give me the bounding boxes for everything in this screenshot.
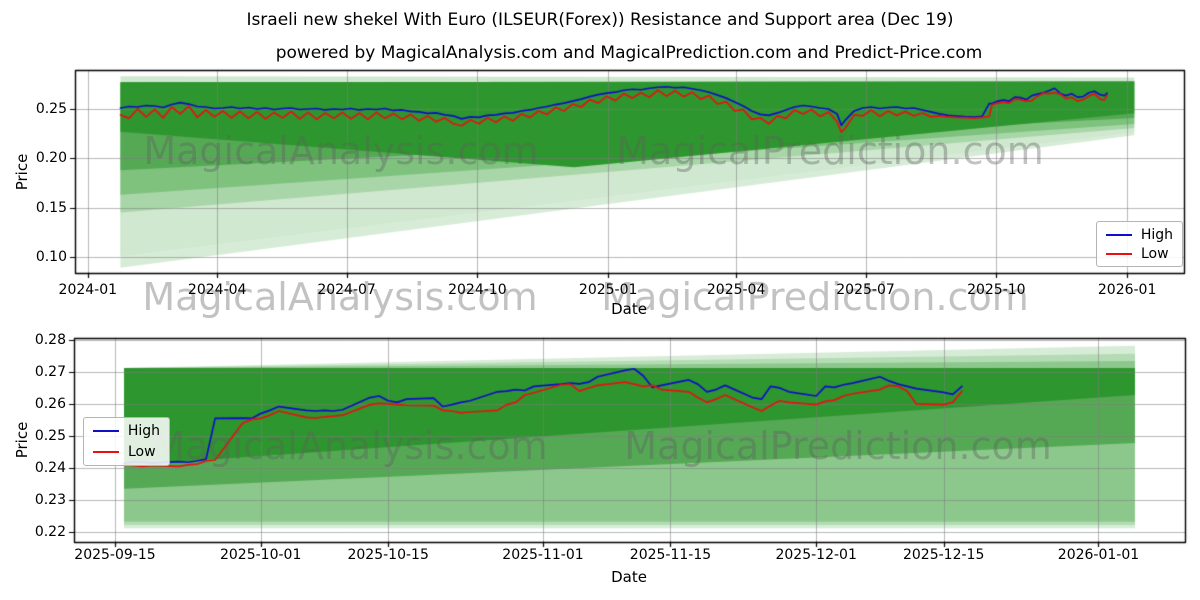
chart-subtitle: powered by MagicalAnalysis.com and Magic… [275, 43, 983, 63]
watermark-prediction: MagicalPrediction.com [601, 275, 1029, 319]
y-tick-label: 0.26 [34, 395, 66, 412]
x-tick-label: 2025-12-01 [775, 547, 857, 563]
legend-label-high: High [127, 423, 160, 440]
y-tick-label: 0.10 [35, 249, 67, 265]
x-tick-label: 2024-07 [317, 282, 376, 298]
x-tick-label: 2024-04 [187, 282, 247, 298]
x-tick-label: 2025-12-15 [902, 547, 985, 563]
x-tick-label: 2026-01 [1097, 282, 1157, 298]
x-tick-label: 2025-10 [967, 282, 1026, 298]
legend-entry-low: Low [1106, 246, 1173, 262]
y-tick-label: 0.24 [34, 460, 66, 477]
low-line-sample [1106, 252, 1132, 255]
high-line-sample [93, 430, 119, 433]
x-tick-label: 2024-10 [448, 282, 507, 298]
x-tick-label: 2024-01 [58, 282, 118, 298]
x-axis-label: Date [611, 300, 647, 318]
watermark-analysis: MagicalAnalysis.com [143, 129, 539, 173]
legend-entry-low: Low [93, 444, 160, 460]
legend-label-high: High [1140, 226, 1173, 243]
legend-entry-high: High [93, 423, 160, 439]
x-tick-label: 2025-10-01 [219, 547, 302, 563]
y-tick-label: 0.22 [34, 524, 66, 541]
x-tick-label: 2025-11-15 [629, 547, 712, 563]
legend: High Low [1096, 221, 1183, 267]
watermark-prediction: MagicalPrediction.com [616, 129, 1044, 173]
legend-entry-high: High [1106, 227, 1173, 243]
x-tick-label: 2026-01-01 [1057, 547, 1140, 563]
y-tick-label: 0.27 [34, 363, 66, 380]
y-tick-label: 0.25 [35, 100, 67, 117]
x-tick-label: 2025-10-15 [347, 547, 429, 563]
y-tick-label: 0.23 [34, 492, 66, 509]
x-axis-label: Date [611, 568, 647, 586]
low-line-sample [93, 450, 119, 453]
x-tick-label: 2025-11-01 [502, 547, 584, 563]
x-tick-label: 2025-09-15 [74, 547, 156, 563]
legend-label-low: Low [128, 443, 156, 460]
legend-label-low: Low [1141, 245, 1169, 262]
y-axis-label: Price [13, 421, 31, 459]
x-tick-label: 2025-07 [836, 282, 895, 298]
chart-title: Israeli new shekel With Euro (ILSEUR(For… [246, 10, 954, 30]
y-tick-label: 0.20 [35, 150, 67, 167]
y-tick-label: 0.15 [35, 199, 67, 216]
y-tick-label: 0.28 [34, 331, 66, 348]
y-axis-label: Price [13, 153, 31, 191]
watermark-prediction: MagicalPrediction.com [624, 424, 1052, 468]
x-tick-label: 2025-01 [578, 282, 638, 298]
high-line-sample [1106, 233, 1132, 236]
x-tick-label: 2025-04 [706, 282, 766, 298]
legend: High Low [83, 417, 170, 466]
y-tick-label: 0.25 [34, 427, 66, 444]
watermark-analysis: MagicalAnalysis.com [142, 275, 538, 319]
watermark-analysis: MagicalAnalysis.com [152, 424, 548, 468]
